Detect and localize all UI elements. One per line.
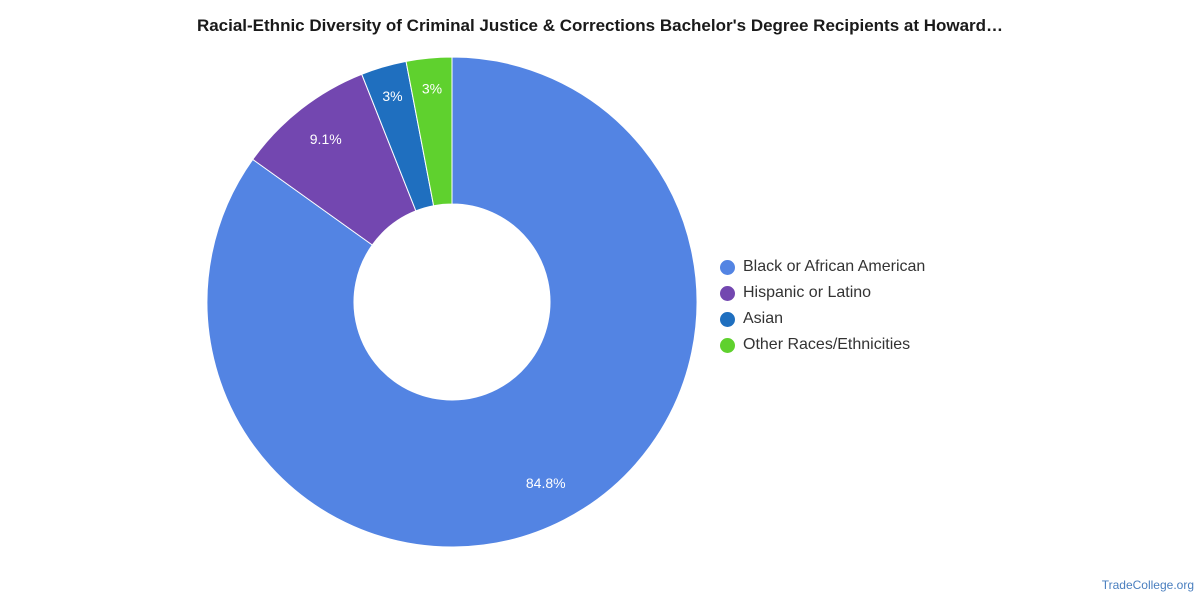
data-label-other-races-ethnicities: 3% <box>422 81 442 97</box>
source-credit[interactable]: TradeCollege.org <box>1101 578 1194 592</box>
legend-label: Hispanic or Latino <box>743 284 872 301</box>
data-label-asian: 3% <box>382 88 402 104</box>
legend-swatch-circle-icon <box>720 259 735 275</box>
legend-item-asian[interactable]: Asian <box>720 306 925 332</box>
legend-swatch-circle-icon <box>720 285 735 301</box>
legend-label: Asian <box>743 310 784 327</box>
legend-swatch-circle-icon <box>720 337 735 353</box>
slice-other-races-ethnicities[interactable] <box>405 56 453 207</box>
legend-item-black-or-african-american[interactable]: Black or African American <box>720 254 925 280</box>
data-label-group: 84.8% 9.1% 3% 3% <box>310 81 566 491</box>
data-label-black-or-african-american: 84.8% <box>526 475 566 491</box>
data-label-hispanic-or-latino: 9.1% <box>310 131 342 147</box>
legend: Black or African American Hispanic or La… <box>720 254 925 358</box>
slice-black-or-african-american[interactable] <box>206 56 698 548</box>
legend-label: Black or African American <box>743 258 926 275</box>
legend-swatch-circle-icon <box>720 311 735 327</box>
legend-item-hispanic-or-latino[interactable]: Hispanic or Latino <box>720 280 925 306</box>
slice-group <box>206 56 698 548</box>
legend-item-other-races-ethnicities[interactable]: Other Races/Ethnicities <box>720 332 925 358</box>
chart-title: Racial-Ethnic Diversity of Criminal Just… <box>196 16 1004 35</box>
legend-label: Other Races/Ethnicities <box>743 336 911 353</box>
